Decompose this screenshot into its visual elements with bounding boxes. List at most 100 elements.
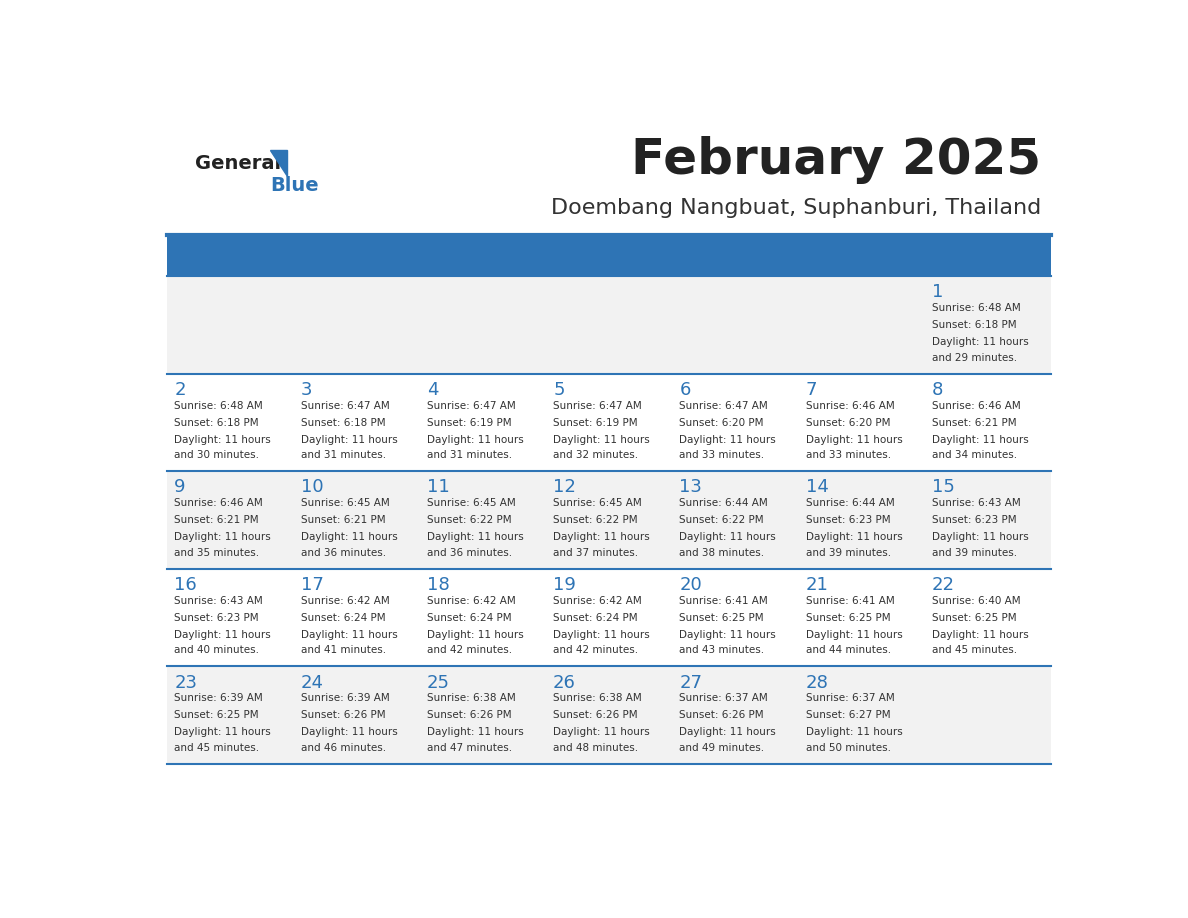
Text: Sunrise: 6:45 AM: Sunrise: 6:45 AM <box>554 498 642 509</box>
Text: Sunrise: 6:46 AM: Sunrise: 6:46 AM <box>931 400 1020 410</box>
Text: Daylight: 11 hours: Daylight: 11 hours <box>805 434 903 444</box>
Text: 24: 24 <box>301 674 323 691</box>
Text: 2: 2 <box>175 381 185 399</box>
Text: and 39 minutes.: and 39 minutes. <box>805 548 891 558</box>
Text: Sunset: 6:18 PM: Sunset: 6:18 PM <box>301 418 385 428</box>
Text: Wednesday: Wednesday <box>554 250 651 264</box>
Text: Sunrise: 6:42 AM: Sunrise: 6:42 AM <box>301 596 390 606</box>
Text: Sunrise: 6:43 AM: Sunrise: 6:43 AM <box>175 596 263 606</box>
Text: and 36 minutes.: and 36 minutes. <box>301 548 386 558</box>
Text: Doembang Nangbuat, Suphanburi, Thailand: Doembang Nangbuat, Suphanburi, Thailand <box>551 197 1042 218</box>
Text: and 45 minutes.: and 45 minutes. <box>931 645 1017 655</box>
Text: Sunset: 6:22 PM: Sunset: 6:22 PM <box>426 515 512 525</box>
Text: and 40 minutes.: and 40 minutes. <box>175 645 259 655</box>
Text: Daylight: 11 hours: Daylight: 11 hours <box>931 532 1029 543</box>
Bar <box>166 471 1051 569</box>
Text: and 46 minutes.: and 46 minutes. <box>301 743 386 753</box>
Bar <box>166 238 1051 276</box>
Text: and 35 minutes.: and 35 minutes. <box>175 548 259 558</box>
Text: Sunrise: 6:42 AM: Sunrise: 6:42 AM <box>426 596 516 606</box>
Text: 13: 13 <box>680 478 702 497</box>
Text: Daylight: 11 hours: Daylight: 11 hours <box>175 727 271 737</box>
Text: Sunrise: 6:45 AM: Sunrise: 6:45 AM <box>426 498 516 509</box>
Text: and 37 minutes.: and 37 minutes. <box>554 548 638 558</box>
Text: and 50 minutes.: and 50 minutes. <box>805 743 891 753</box>
Text: 4: 4 <box>426 381 438 399</box>
Text: Monday: Monday <box>301 250 367 264</box>
Text: Sunset: 6:24 PM: Sunset: 6:24 PM <box>301 612 385 622</box>
Text: Daylight: 11 hours: Daylight: 11 hours <box>805 727 903 737</box>
Text: Sunrise: 6:48 AM: Sunrise: 6:48 AM <box>931 303 1020 313</box>
Text: 17: 17 <box>301 576 323 594</box>
Text: Sunset: 6:26 PM: Sunset: 6:26 PM <box>301 711 385 721</box>
Text: Sunrise: 6:48 AM: Sunrise: 6:48 AM <box>175 400 263 410</box>
Text: 26: 26 <box>554 674 576 691</box>
Text: Sunrise: 6:47 AM: Sunrise: 6:47 AM <box>301 400 390 410</box>
Bar <box>166 666 1051 764</box>
Text: Sunset: 6:24 PM: Sunset: 6:24 PM <box>426 612 512 622</box>
Text: Sunset: 6:23 PM: Sunset: 6:23 PM <box>931 515 1017 525</box>
Text: Sunrise: 6:41 AM: Sunrise: 6:41 AM <box>805 596 895 606</box>
Text: Sunrise: 6:44 AM: Sunrise: 6:44 AM <box>805 498 895 509</box>
Text: Daylight: 11 hours: Daylight: 11 hours <box>931 337 1029 347</box>
Text: Blue: Blue <box>270 176 318 196</box>
Text: and 43 minutes.: and 43 minutes. <box>680 645 764 655</box>
Text: Daylight: 11 hours: Daylight: 11 hours <box>175 434 271 444</box>
Text: General: General <box>195 153 280 173</box>
Text: Sunset: 6:21 PM: Sunset: 6:21 PM <box>301 515 385 525</box>
Text: 21: 21 <box>805 576 828 594</box>
Text: and 44 minutes.: and 44 minutes. <box>805 645 891 655</box>
Text: Daylight: 11 hours: Daylight: 11 hours <box>426 434 524 444</box>
Text: Daylight: 11 hours: Daylight: 11 hours <box>680 727 776 737</box>
Text: Sunset: 6:24 PM: Sunset: 6:24 PM <box>554 612 638 622</box>
Bar <box>166 569 1051 666</box>
Text: 20: 20 <box>680 576 702 594</box>
Text: and 41 minutes.: and 41 minutes. <box>301 645 386 655</box>
Text: Daylight: 11 hours: Daylight: 11 hours <box>680 532 776 543</box>
Text: Daylight: 11 hours: Daylight: 11 hours <box>426 630 524 640</box>
Text: Sunset: 6:25 PM: Sunset: 6:25 PM <box>805 612 890 622</box>
Text: 19: 19 <box>554 576 576 594</box>
Text: Sunset: 6:19 PM: Sunset: 6:19 PM <box>554 418 638 428</box>
Text: Sunset: 6:25 PM: Sunset: 6:25 PM <box>680 612 764 622</box>
Text: and 45 minutes.: and 45 minutes. <box>175 743 259 753</box>
Text: and 38 minutes.: and 38 minutes. <box>680 548 764 558</box>
Text: Sunset: 6:26 PM: Sunset: 6:26 PM <box>426 711 512 721</box>
Text: 8: 8 <box>931 381 943 399</box>
Text: Sunrise: 6:46 AM: Sunrise: 6:46 AM <box>805 400 895 410</box>
Text: Sunset: 6:23 PM: Sunset: 6:23 PM <box>805 515 890 525</box>
Text: Sunrise: 6:44 AM: Sunrise: 6:44 AM <box>680 498 769 509</box>
Text: Sunset: 6:25 PM: Sunset: 6:25 PM <box>931 612 1017 622</box>
Text: Sunrise: 6:41 AM: Sunrise: 6:41 AM <box>680 596 769 606</box>
Text: Sunset: 6:21 PM: Sunset: 6:21 PM <box>175 515 259 525</box>
Text: Daylight: 11 hours: Daylight: 11 hours <box>931 434 1029 444</box>
Text: Daylight: 11 hours: Daylight: 11 hours <box>554 727 650 737</box>
Text: Daylight: 11 hours: Daylight: 11 hours <box>426 727 524 737</box>
Text: Sunset: 6:26 PM: Sunset: 6:26 PM <box>554 711 638 721</box>
Text: Daylight: 11 hours: Daylight: 11 hours <box>301 434 397 444</box>
Text: Daylight: 11 hours: Daylight: 11 hours <box>554 434 650 444</box>
Text: Sunset: 6:18 PM: Sunset: 6:18 PM <box>931 320 1017 330</box>
Text: Sunset: 6:23 PM: Sunset: 6:23 PM <box>175 612 259 622</box>
Text: Sunset: 6:20 PM: Sunset: 6:20 PM <box>680 418 764 428</box>
Text: Daylight: 11 hours: Daylight: 11 hours <box>175 532 271 543</box>
Text: and 32 minutes.: and 32 minutes. <box>554 450 638 460</box>
Text: Sunrise: 6:38 AM: Sunrise: 6:38 AM <box>554 693 642 703</box>
Text: Daylight: 11 hours: Daylight: 11 hours <box>680 434 776 444</box>
Text: Sunset: 6:27 PM: Sunset: 6:27 PM <box>805 711 890 721</box>
Text: Daylight: 11 hours: Daylight: 11 hours <box>680 630 776 640</box>
Text: February 2025: February 2025 <box>632 136 1042 184</box>
Text: Sunrise: 6:42 AM: Sunrise: 6:42 AM <box>554 596 642 606</box>
Text: 14: 14 <box>805 478 828 497</box>
Text: 12: 12 <box>554 478 576 497</box>
Text: Sunset: 6:18 PM: Sunset: 6:18 PM <box>175 418 259 428</box>
Text: and 42 minutes.: and 42 minutes. <box>426 645 512 655</box>
Text: Saturday: Saturday <box>931 250 1010 264</box>
Text: 9: 9 <box>175 478 185 497</box>
Text: and 34 minutes.: and 34 minutes. <box>931 450 1017 460</box>
Polygon shape <box>270 151 286 176</box>
Text: Daylight: 11 hours: Daylight: 11 hours <box>554 630 650 640</box>
Text: and 48 minutes.: and 48 minutes. <box>554 743 638 753</box>
Text: and 49 minutes.: and 49 minutes. <box>680 743 764 753</box>
Text: Sunset: 6:19 PM: Sunset: 6:19 PM <box>426 418 512 428</box>
